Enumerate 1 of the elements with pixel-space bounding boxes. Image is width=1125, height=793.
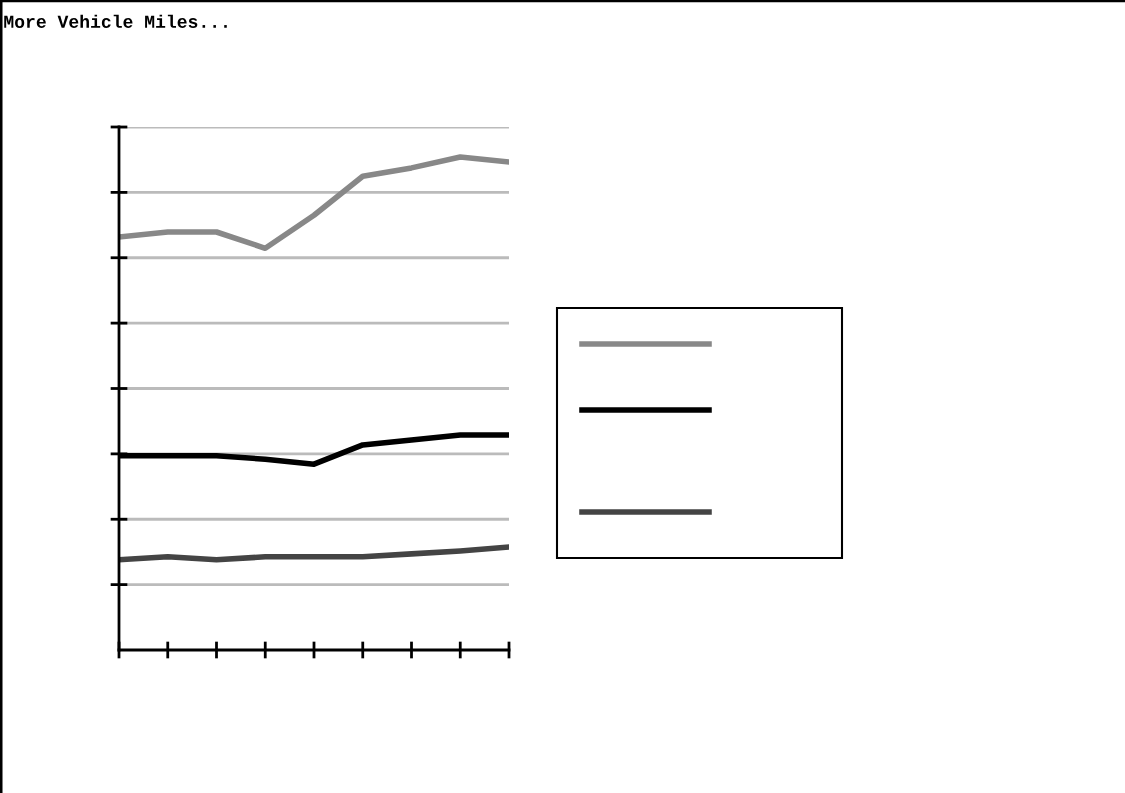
chart-title: More Vehicle Miles... — [4, 14, 227, 28]
